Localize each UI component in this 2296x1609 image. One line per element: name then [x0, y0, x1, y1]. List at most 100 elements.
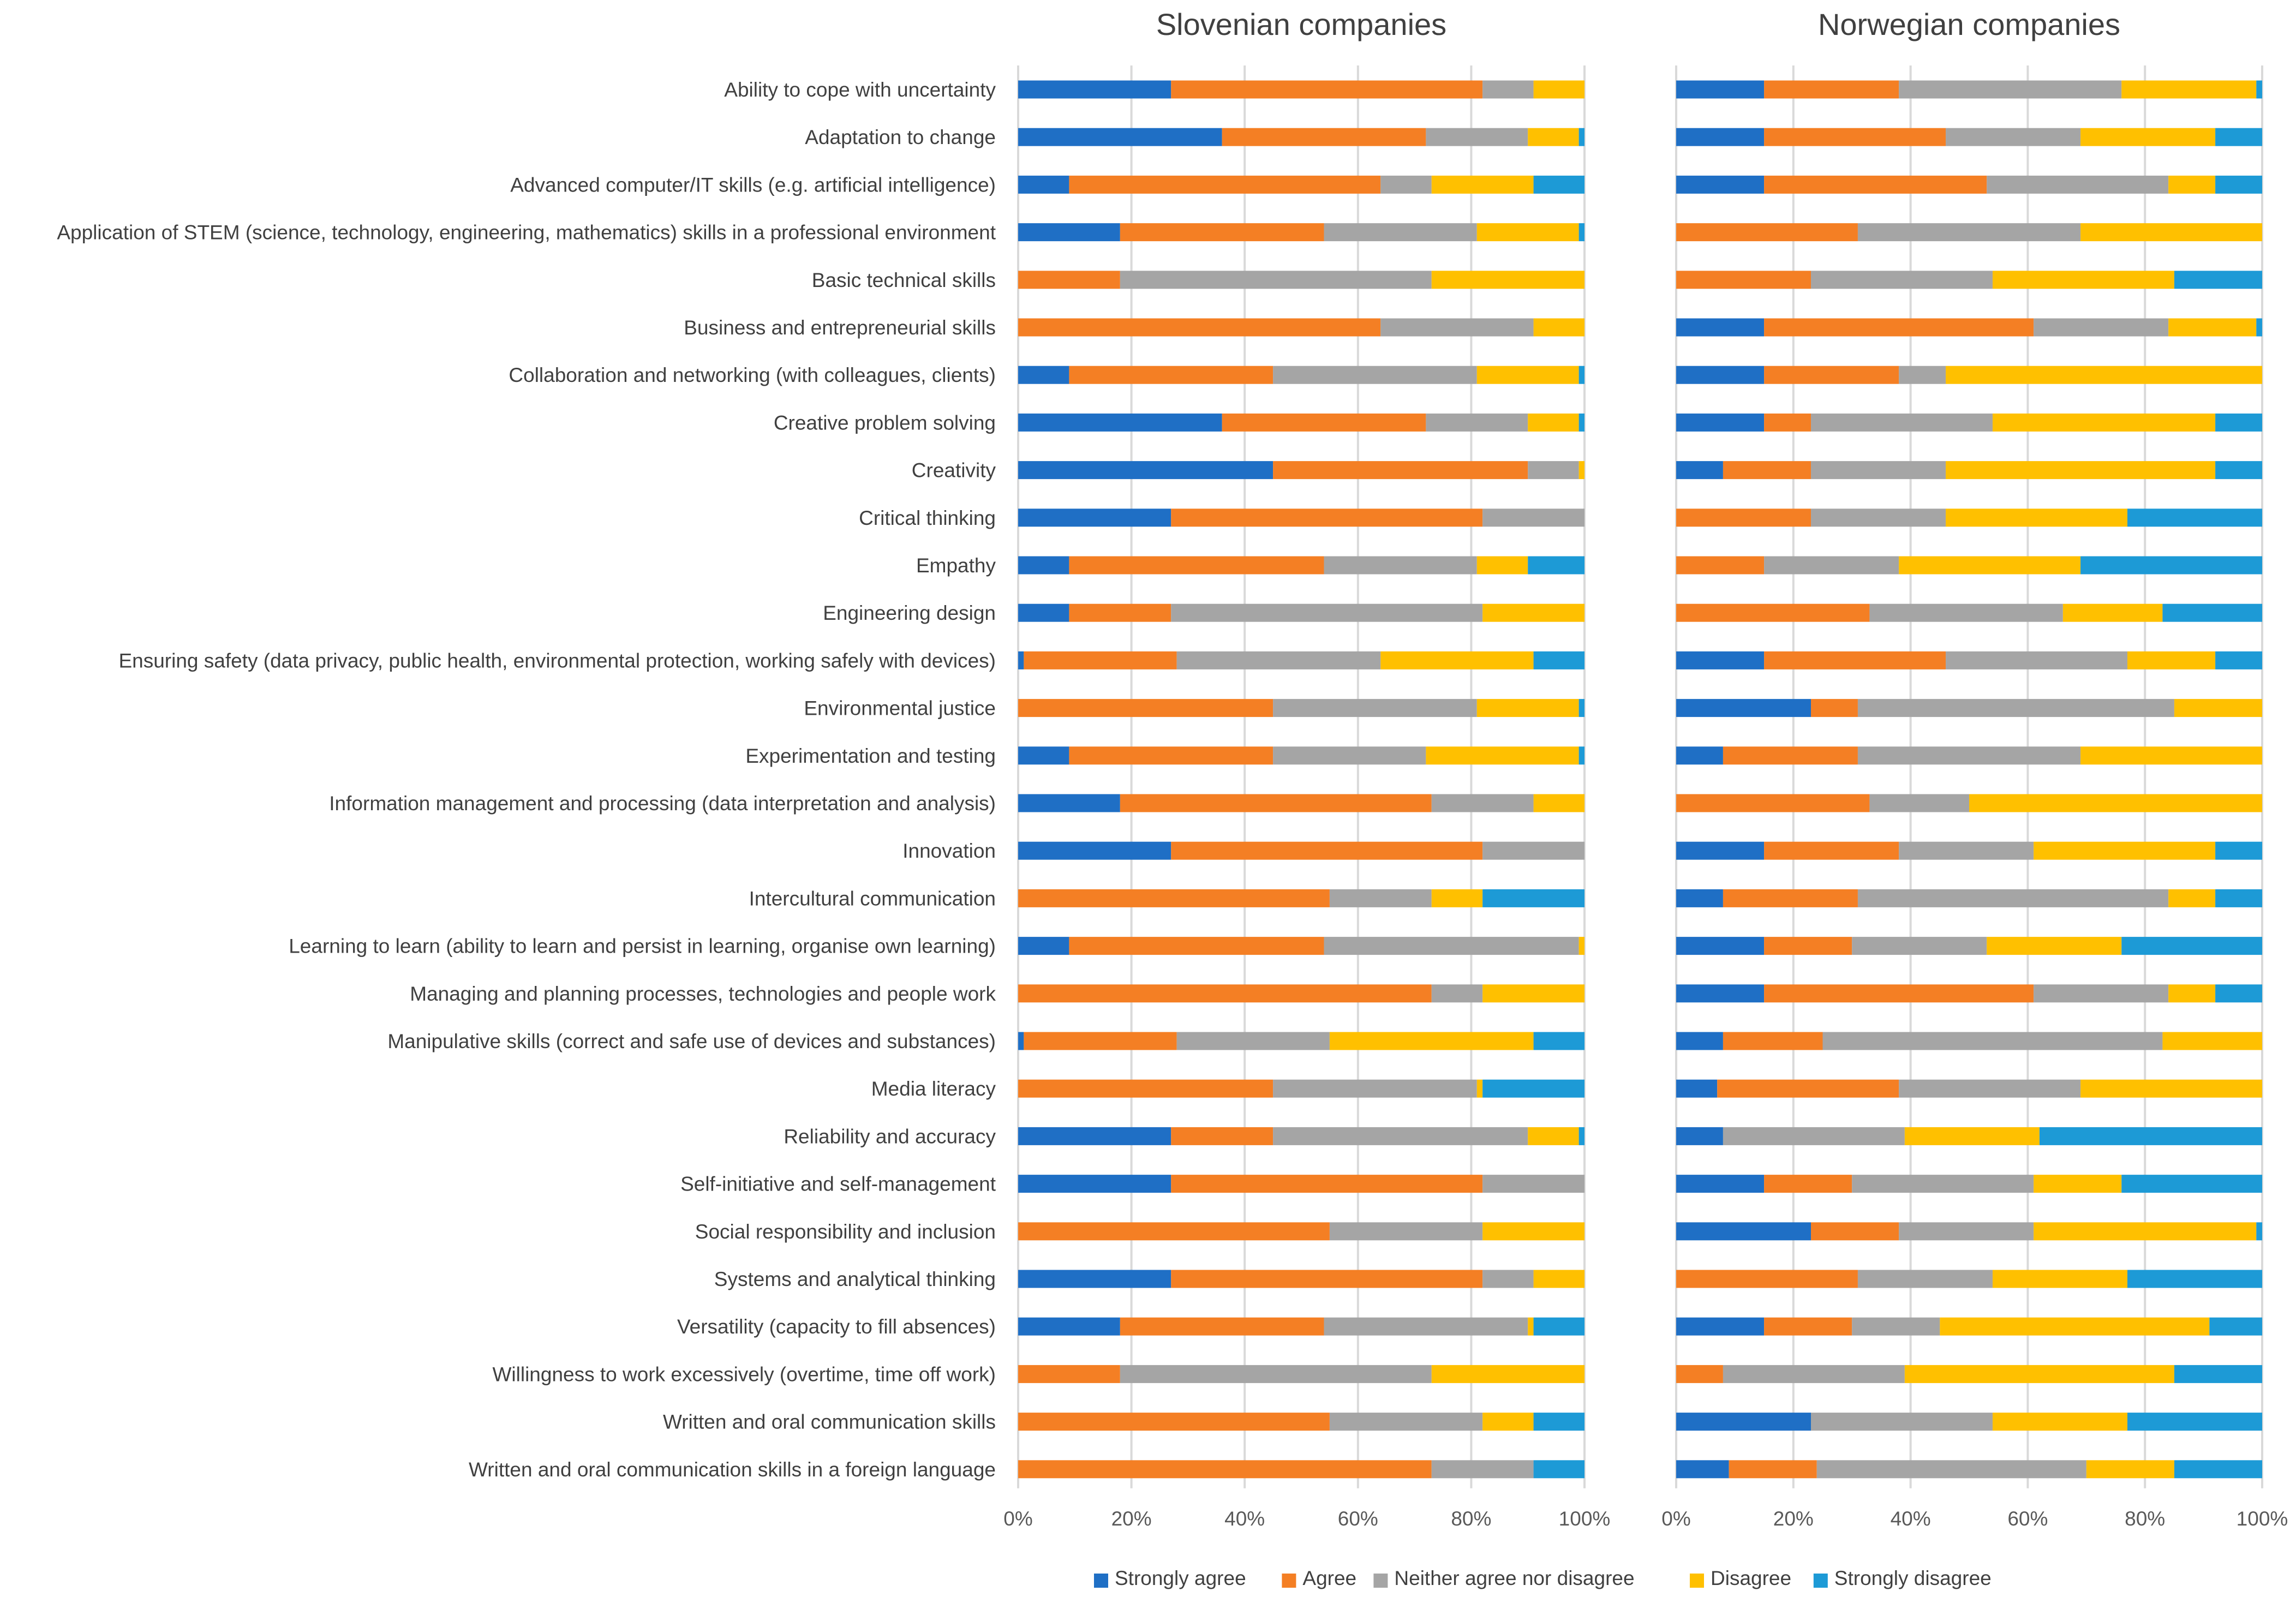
- bar-norwegian-companies-row-4-agree: [1676, 223, 1858, 242]
- bar-norwegian-companies-row-30-neither-agree-nor-disagree: [1816, 1460, 2086, 1479]
- bar-slovenian-companies-row-19-strongly-agree: [1018, 937, 1069, 955]
- bar-norwegian-companies-row-18-neither-agree-nor-disagree: [1857, 889, 2169, 907]
- bar-norwegian-companies-row-20-disagree: [2168, 984, 2216, 1003]
- category-label-12: Engineering design: [823, 602, 996, 624]
- bar-slovenian-companies-row-4-strongly-disagree: [1578, 223, 1585, 242]
- bar-norwegian-companies-row-2-strongly-disagree: [2215, 128, 2262, 146]
- bar-norwegian-companies-row-17-neither-agree-nor-disagree: [1899, 841, 2034, 860]
- bar-slovenian-companies-row-9-agree: [1273, 461, 1528, 480]
- bar-norwegian-companies-row-20-strongly-disagree: [2215, 984, 2262, 1003]
- x-tick-label-norwegian-companies-0: 0%: [1661, 1508, 1690, 1530]
- bar-norwegian-companies-row-8-agree: [1764, 413, 1811, 432]
- x-tick-label-slovenian-companies-5: 100%: [1559, 1508, 1611, 1530]
- bar-slovenian-companies-row-7-strongly-disagree: [1578, 366, 1585, 384]
- bar-slovenian-companies-row-7-neither-agree-nor-disagree: [1273, 366, 1477, 384]
- bar-slovenian-companies-row-2-neither-agree-nor-disagree: [1426, 128, 1528, 146]
- x-tick-label-norwegian-companies-2: 40%: [1891, 1508, 1931, 1530]
- category-label-3: Advanced computer/IT skills (e.g. artifi…: [510, 174, 996, 196]
- bar-norwegian-companies-row-14-neither-agree-nor-disagree: [1857, 699, 2174, 717]
- bar-norwegian-companies-row-26-disagree: [1992, 1270, 2127, 1288]
- bar-norwegian-companies-row-11-agree: [1676, 556, 1765, 575]
- bar-slovenian-companies-row-3-strongly-agree: [1018, 175, 1069, 194]
- bar-slovenian-companies-row-15-neither-agree-nor-disagree: [1273, 746, 1426, 765]
- bar-slovenian-companies-row-16-neither-agree-nor-disagree: [1431, 794, 1534, 812]
- bar-norwegian-companies-row-6-agree: [1764, 318, 2034, 337]
- bar-slovenian-companies-row-10-neither-agree-nor-disagree: [1482, 509, 1585, 527]
- bar-norwegian-companies-row-2-disagree: [2080, 128, 2216, 146]
- bar-norwegian-companies-row-18-strongly-disagree: [2215, 889, 2262, 907]
- bar-norwegian-companies-row-3-strongly-agree: [1676, 175, 1765, 194]
- bar-slovenian-companies-row-4-neither-agree-nor-disagree: [1324, 223, 1477, 242]
- bar-norwegian-companies-row-13-strongly-agree: [1676, 651, 1765, 669]
- bar-slovenian-companies-row-26-strongly-agree: [1018, 1270, 1171, 1288]
- bar-norwegian-companies-row-27-strongly-disagree: [2209, 1317, 2262, 1336]
- bar-norwegian-companies-row-21-strongly-agree: [1676, 1032, 1723, 1050]
- bar-slovenian-companies-row-16-agree: [1120, 794, 1432, 812]
- bar-slovenian-companies-row-1-disagree: [1533, 80, 1585, 99]
- bar-norwegian-companies-row-28-strongly-disagree: [2174, 1365, 2262, 1383]
- category-label-21: Manipulative skills (correct and safe us…: [387, 1030, 996, 1052]
- bar-norwegian-companies-row-4-disagree: [2080, 223, 2262, 242]
- bar-slovenian-companies-row-10-agree: [1171, 509, 1483, 527]
- bar-norwegian-companies-row-22-strongly-agree: [1676, 1079, 1718, 1098]
- category-label-29: Written and oral communication skills: [663, 1411, 996, 1433]
- bar-norwegian-companies-row-6-strongly-agree: [1676, 318, 1765, 337]
- bar-slovenian-companies-row-23-disagree: [1528, 1127, 1579, 1145]
- bar-norwegian-companies-row-29-strongly-disagree: [2127, 1413, 2262, 1431]
- bar-slovenian-companies-row-19-neither-agree-nor-disagree: [1324, 937, 1579, 955]
- bar-slovenian-companies-row-5-neither-agree-nor-disagree: [1120, 271, 1432, 289]
- legend-swatch-agree: [1282, 1574, 1296, 1588]
- panel-title-slovenian-companies: Slovenian companies: [1156, 7, 1446, 41]
- category-label-17: Innovation: [902, 840, 996, 862]
- bar-slovenian-companies-row-22-disagree: [1476, 1079, 1483, 1098]
- bar-slovenian-companies-row-6-agree: [1018, 318, 1381, 337]
- bar-slovenian-companies-row-29-disagree: [1482, 1413, 1534, 1431]
- bar-slovenian-companies-row-19-agree: [1069, 937, 1324, 955]
- bar-slovenian-companies-row-14-strongly-disagree: [1578, 699, 1585, 717]
- bar-norwegian-companies-row-8-strongly-agree: [1676, 413, 1765, 432]
- bar-slovenian-companies-row-26-neither-agree-nor-disagree: [1482, 1270, 1534, 1288]
- bar-slovenian-companies-row-27-strongly-agree: [1018, 1317, 1120, 1336]
- bar-norwegian-companies-row-25-neither-agree-nor-disagree: [1899, 1222, 2034, 1241]
- bar-norwegian-companies-row-3-neither-agree-nor-disagree: [1987, 175, 2169, 194]
- bar-norwegian-companies-row-1-agree: [1764, 80, 1899, 99]
- bar-slovenian-companies-row-13-agree: [1024, 651, 1177, 669]
- category-label-10: Critical thinking: [859, 507, 996, 529]
- bar-norwegian-companies-row-25-strongly-disagree: [2256, 1222, 2262, 1241]
- category-label-4: Application of STEM (science, technology…: [57, 222, 996, 244]
- bar-norwegian-companies-row-24-strongly-disagree: [2121, 1175, 2262, 1193]
- bar-slovenian-companies-row-2-strongly-agree: [1018, 128, 1222, 146]
- bar-norwegian-companies-row-5-strongly-disagree: [2174, 271, 2262, 289]
- bar-norwegian-companies-row-23-strongly-disagree: [2039, 1127, 2262, 1145]
- bar-norwegian-companies-row-22-neither-agree-nor-disagree: [1899, 1079, 2081, 1098]
- bar-norwegian-companies-row-5-neither-agree-nor-disagree: [1811, 271, 1993, 289]
- bar-slovenian-companies-row-4-agree: [1120, 223, 1324, 242]
- category-label-26: Systems and analytical thinking: [714, 1268, 996, 1290]
- bar-slovenian-companies-row-8-disagree: [1528, 413, 1579, 432]
- bar-norwegian-companies-row-30-strongly-agree: [1676, 1460, 1729, 1479]
- bar-norwegian-companies-row-29-disagree: [1992, 1413, 2127, 1431]
- bar-slovenian-companies-row-4-strongly-agree: [1018, 223, 1120, 242]
- bar-slovenian-companies-row-22-agree: [1018, 1079, 1273, 1098]
- bar-slovenian-companies-row-16-strongly-agree: [1018, 794, 1120, 812]
- category-label-8: Creative problem solving: [774, 411, 996, 434]
- bar-slovenian-companies-row-30-neither-agree-nor-disagree: [1431, 1460, 1534, 1479]
- bar-norwegian-companies-row-26-strongly-disagree: [2127, 1270, 2262, 1288]
- legend-label-agree: Agree: [1302, 1567, 1356, 1589]
- bar-slovenian-companies-row-8-strongly-disagree: [1578, 413, 1585, 432]
- bar-norwegian-companies-row-26-agree: [1676, 1270, 1858, 1288]
- bar-slovenian-companies-row-25-neither-agree-nor-disagree: [1329, 1222, 1483, 1241]
- bar-norwegian-companies-row-20-neither-agree-nor-disagree: [2034, 984, 2169, 1003]
- category-label-20: Managing and planning processes, technol…: [410, 983, 996, 1005]
- bar-norwegian-companies-row-9-neither-agree-nor-disagree: [1811, 461, 1946, 480]
- bar-slovenian-companies-row-4-disagree: [1476, 223, 1579, 242]
- bar-norwegian-companies-row-7-disagree: [1946, 366, 2262, 384]
- bar-norwegian-companies-row-3-agree: [1764, 175, 1987, 194]
- bar-slovenian-companies-row-12-neither-agree-nor-disagree: [1171, 603, 1483, 622]
- bar-slovenian-companies-row-6-neither-agree-nor-disagree: [1380, 318, 1534, 337]
- bar-slovenian-companies-row-27-agree: [1120, 1317, 1324, 1336]
- bar-norwegian-companies-row-3-disagree: [2168, 175, 2216, 194]
- bar-slovenian-companies-row-27-neither-agree-nor-disagree: [1324, 1317, 1528, 1336]
- bar-slovenian-companies-row-30-agree: [1018, 1460, 1432, 1479]
- legend-label-strongly-agree: Strongly agree: [1115, 1567, 1246, 1589]
